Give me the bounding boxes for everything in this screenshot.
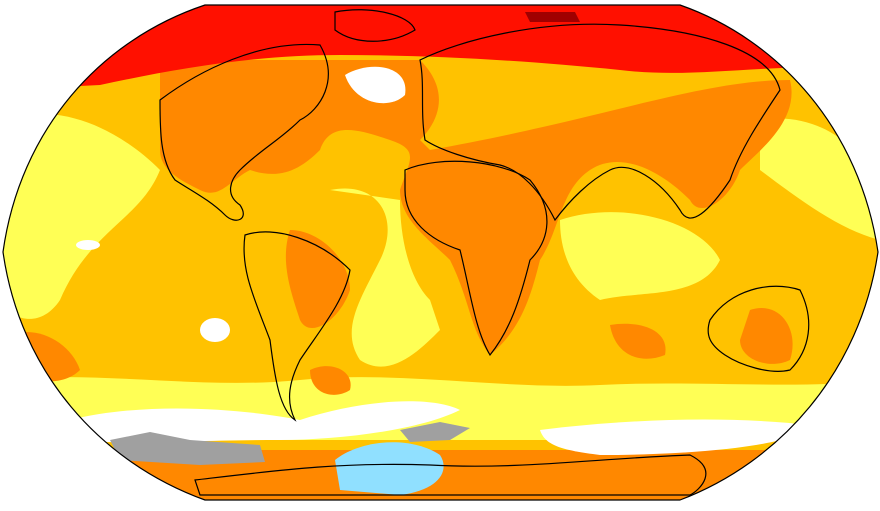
zone-yellow: [330, 188, 440, 367]
zone-orange: [740, 308, 793, 364]
zone-orange: [160, 60, 792, 355]
zone-yellow: [3, 113, 160, 319]
zone-yellow: [560, 212, 720, 300]
zone-dark-red: [525, 12, 580, 22]
zone-orange: [3, 450, 878, 500]
coast-eurasia: [419, 23, 781, 222]
coast-south-america: [243, 231, 351, 422]
zone-no-data: [110, 432, 265, 465]
zone-red: [3, 5, 878, 90]
coast-australia: [707, 285, 810, 372]
zone-orange: [610, 323, 666, 359]
zone-orange: [285, 230, 350, 329]
zone-no-data: [400, 422, 470, 442]
zone-white: [76, 240, 100, 250]
coast-antarctica: [194, 454, 707, 496]
map-frame: [2, 4, 879, 501]
zone-cool: [335, 442, 444, 495]
zone-white: [70, 401, 460, 443]
coast-north-america: [159, 43, 329, 221]
zone-orange: [310, 366, 351, 395]
zone-white: [200, 318, 230, 342]
coast-greenland: [334, 9, 416, 42]
coastlines: [159, 9, 810, 496]
zone-white: [540, 419, 810, 455]
zone-white: [345, 66, 406, 104]
coast-africa: [404, 160, 548, 357]
